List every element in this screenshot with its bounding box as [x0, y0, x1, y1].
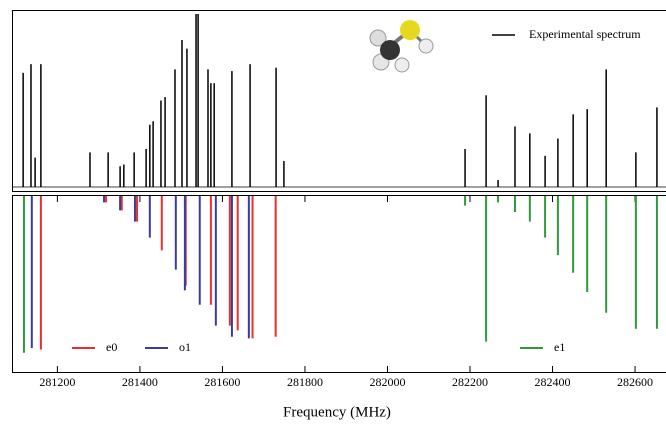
x-tick-label: 282200 — [452, 375, 488, 389]
x-tick-label: 281600 — [204, 375, 240, 389]
legend-label: e0 — [106, 340, 117, 354]
x-tick-label: 281400 — [122, 375, 158, 389]
x-tick-label: 282000 — [369, 375, 405, 389]
molecule — [370, 20, 433, 72]
x-tick-label: 282400 — [535, 375, 571, 389]
x-axis-title: Frequency (MHz) — [283, 404, 391, 420]
legend-label: e1 — [554, 340, 565, 354]
x-tick-label: 281200 — [39, 375, 75, 389]
x-tick-label: 281800 — [287, 375, 323, 389]
x-tick-label: 282600 — [617, 375, 653, 389]
chart: Frequency (MHz) 281200 281400 281600 281800… — [0, 0, 666, 425]
legend-label: Experimental spectrum — [529, 27, 641, 41]
legend-label: o1 — [179, 340, 191, 354]
